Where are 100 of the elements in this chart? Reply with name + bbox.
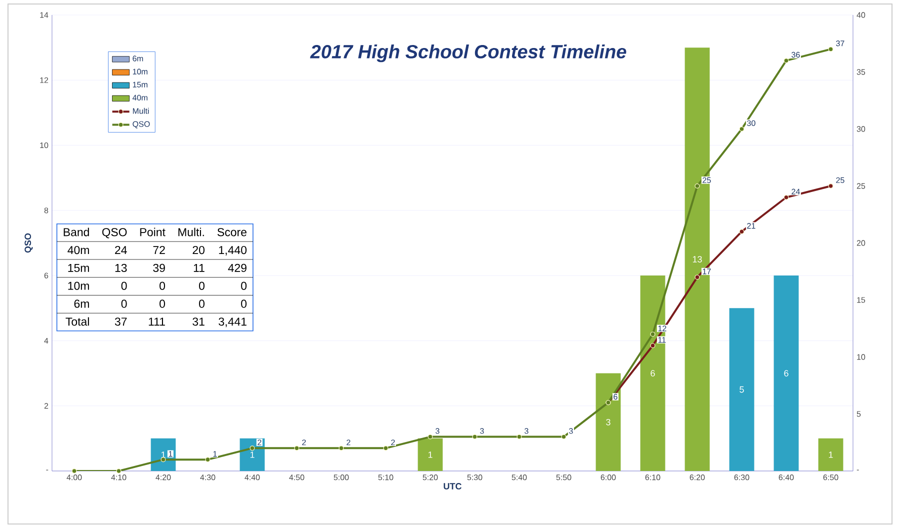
data-label: 17: [702, 268, 711, 274]
legend-label: 15m: [132, 82, 148, 88]
point: [205, 457, 210, 462]
point: [650, 343, 656, 348]
legend-label: 10m: [132, 68, 148, 74]
annotation: Band: [64, 228, 89, 236]
x-tick-label: 4:50: [289, 474, 304, 480]
annotation: Point: [140, 228, 166, 236]
y2-tick-label: 30: [856, 126, 866, 132]
x-tick-label: 6:30: [734, 474, 750, 480]
legend-label: 6m: [132, 56, 143, 62]
data-label: 2: [391, 440, 395, 446]
x-tick-label: 5:10: [378, 474, 394, 480]
data-label: 2: [258, 440, 262, 446]
point: [428, 434, 433, 440]
point: [250, 446, 255, 451]
point: [516, 434, 522, 440]
point: [116, 468, 122, 474]
data-label: 24: [792, 188, 800, 194]
point: [828, 46, 834, 52]
y2-tick-label: 10: [857, 354, 866, 360]
annotation: 39: [153, 264, 165, 272]
x-tick-label: 5:30: [467, 474, 482, 480]
bar: [684, 48, 710, 471]
annotation: 0: [241, 282, 247, 290]
y-tick-label: 10: [40, 142, 48, 148]
x-tick-label: 6:10: [645, 474, 660, 480]
bar: [818, 438, 844, 471]
annotation: 0: [241, 300, 247, 308]
data-label: 3: [436, 428, 440, 434]
point: [694, 183, 700, 188]
data-label: 11: [658, 337, 666, 343]
annotation: 111: [148, 318, 165, 326]
data-label: 36: [792, 52, 800, 58]
y2-tick-label: 20: [856, 240, 866, 246]
point: [472, 434, 478, 440]
point: [294, 446, 300, 451]
annotation: Score: [217, 228, 246, 236]
annotation: 72: [153, 246, 165, 254]
x-tick-label: 4:10: [111, 474, 126, 480]
legend-label: QSO: [132, 121, 150, 128]
annotation: 0: [199, 300, 205, 308]
x-tick-label: 6:50: [823, 474, 838, 480]
annotation: 429: [228, 264, 246, 272]
x-tick-label: 6:00: [600, 474, 616, 480]
annotation: 3,441: [218, 318, 246, 328]
y2-tick-label: 40: [856, 12, 866, 18]
data-label: 12: [658, 326, 666, 332]
bar: [729, 308, 754, 471]
data-label: 3: [480, 428, 484, 434]
x-tick-label: 6:20: [690, 474, 705, 480]
annotation: 0: [121, 282, 127, 290]
x-tick-label: 6:40: [778, 474, 794, 480]
data-label: 1: [213, 451, 217, 457]
y-tick-label: 6: [44, 272, 48, 278]
data-label: 6: [650, 370, 655, 376]
point: [383, 446, 388, 451]
point: [784, 194, 789, 200]
y-tick-label: 2: [44, 403, 48, 409]
y2-tick-label: 5: [856, 411, 861, 417]
data-label: 5: [740, 386, 744, 393]
data-label: 1: [428, 452, 432, 458]
y-tick-label: 8: [44, 208, 48, 214]
point: [739, 126, 744, 132]
annotation: 20: [192, 246, 205, 254]
point: [338, 446, 344, 451]
point: [561, 434, 566, 440]
point: [694, 274, 700, 280]
point: [650, 332, 656, 337]
data-label: 3: [524, 428, 528, 434]
x-tick-label: 4:00: [66, 474, 82, 480]
data-label: 2: [346, 440, 350, 446]
annotation: 0: [199, 282, 205, 290]
y-tick-label: 12: [40, 77, 48, 83]
point: [739, 229, 744, 234]
data-label: 21: [747, 223, 756, 229]
legend-label: 40m: [132, 94, 148, 101]
y-tick-label: 14: [40, 12, 48, 18]
data-label: 25: [836, 177, 844, 183]
data-label: 3: [569, 428, 573, 434]
x-tick-label: 4:20: [156, 474, 171, 480]
point: [72, 468, 77, 474]
data-label: 3: [606, 418, 610, 426]
point: [828, 183, 834, 188]
data-label: 6: [614, 394, 618, 400]
data-label: 25: [702, 177, 711, 183]
x-tick-label: 5:20: [422, 474, 438, 480]
point: [784, 58, 789, 64]
data-label: 37: [836, 40, 844, 46]
annotation: 40m: [68, 246, 89, 254]
y-tick-label: 4: [44, 338, 48, 344]
bar: [774, 276, 799, 471]
x-tick-label: 5:40: [512, 474, 527, 480]
annotation: QSO: [102, 228, 127, 238]
annotation: 13: [115, 264, 127, 272]
x-tick-label: 5:50: [556, 474, 572, 480]
y-axis-title: QSO: [24, 233, 33, 253]
annotation: 11: [194, 264, 204, 272]
legend-label: Multi: [133, 108, 149, 114]
annotation: 37: [114, 318, 127, 326]
